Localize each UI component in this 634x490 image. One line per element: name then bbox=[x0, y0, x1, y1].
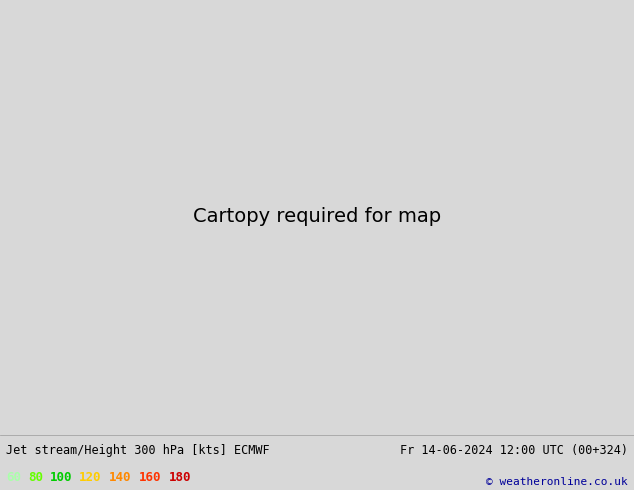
Text: 80: 80 bbox=[28, 471, 43, 484]
Text: 160: 160 bbox=[139, 471, 161, 484]
Text: Cartopy required for map: Cartopy required for map bbox=[193, 207, 441, 226]
Text: 180: 180 bbox=[169, 471, 191, 484]
Text: © weatheronline.co.uk: © weatheronline.co.uk bbox=[486, 477, 628, 487]
Text: Fr 14-06-2024 12:00 UTC (00+324): Fr 14-06-2024 12:00 UTC (00+324) bbox=[399, 444, 628, 457]
Text: 100: 100 bbox=[49, 471, 72, 484]
Text: 60: 60 bbox=[6, 471, 22, 484]
Text: 120: 120 bbox=[79, 471, 101, 484]
Text: Jet stream/Height 300 hPa [kts] ECMWF: Jet stream/Height 300 hPa [kts] ECMWF bbox=[6, 444, 270, 457]
Text: 140: 140 bbox=[109, 471, 131, 484]
